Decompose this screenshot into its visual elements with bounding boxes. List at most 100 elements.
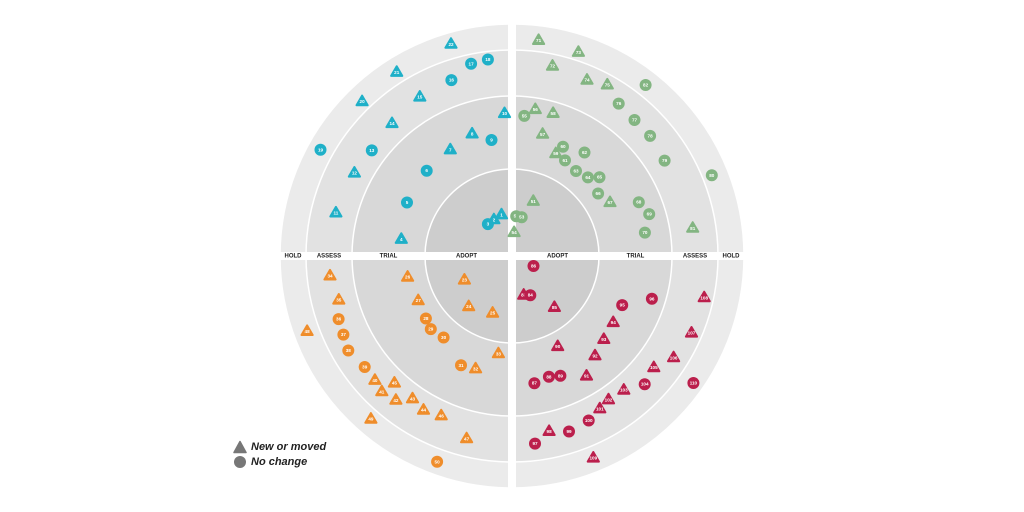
blip-44[interactable]: 44 [416, 403, 431, 415]
blip-36[interactable]: 36 [332, 313, 345, 326]
blip-3[interactable]: 3 [481, 218, 494, 231]
blip-35[interactable]: 35 [332, 293, 346, 305]
blip-89[interactable]: 89 [554, 369, 567, 382]
blip-96[interactable]: 96 [645, 292, 658, 305]
blip-34[interactable]: 34 [323, 268, 337, 281]
blip-55[interactable]: 55 [518, 109, 531, 122]
blip-75[interactable]: 75 [600, 77, 614, 90]
blip-82[interactable]: 82 [639, 79, 652, 91]
blip-45[interactable]: 45 [387, 376, 401, 388]
blip-63[interactable]: 63 [570, 165, 582, 177]
blip-76[interactable]: 76 [612, 97, 625, 110]
blip-14[interactable]: 14 [385, 116, 399, 129]
blip-64[interactable]: 64 [581, 171, 594, 184]
blip-5[interactable]: 5 [401, 196, 413, 209]
blip-46[interactable]: 46 [434, 408, 448, 421]
blip-19[interactable]: 19 [314, 143, 327, 156]
blip-106[interactable]: 106 [666, 350, 681, 363]
blip-88[interactable]: 88 [542, 370, 555, 383]
blip-59[interactable]: 59 [549, 146, 563, 159]
blip-70[interactable]: 70 [638, 226, 651, 239]
blip-78[interactable]: 78 [644, 129, 657, 142]
blip-42[interactable]: 42 [389, 393, 403, 405]
blip-40[interactable]: 40 [368, 373, 382, 385]
blip-11[interactable]: 11 [329, 205, 343, 218]
blip-41[interactable]: 41 [375, 384, 389, 397]
blip-109[interactable]: 109 [586, 451, 600, 463]
blip-108[interactable]: 108 [697, 290, 711, 303]
blip-23[interactable]: 23 [457, 273, 471, 285]
blip-60[interactable]: 60 [557, 140, 569, 153]
blip-71[interactable]: 71 [531, 33, 546, 45]
blip-72[interactable]: 72 [545, 59, 560, 71]
blip-86[interactable]: 86 [527, 260, 540, 272]
blip-57[interactable]: 57 [535, 127, 550, 139]
blip-77[interactable]: 77 [628, 114, 641, 126]
blip-6[interactable]: 6 [420, 164, 433, 177]
blip-104[interactable]: 104 [638, 378, 651, 391]
blip-16[interactable]: 16 [445, 74, 458, 87]
blip-98[interactable]: 98 [542, 424, 556, 437]
blip-84[interactable]: 84 [524, 289, 537, 302]
blip-66[interactable]: 66 [592, 187, 605, 200]
blip-17[interactable]: 17 [465, 57, 478, 70]
blip-18[interactable]: 18 [481, 53, 494, 66]
blip-37[interactable]: 37 [337, 328, 350, 341]
blip-50[interactable]: 50 [431, 455, 444, 468]
blip-29[interactable]: 29 [424, 323, 437, 336]
blip-79[interactable]: 79 [658, 154, 671, 167]
blip-21[interactable]: 21 [390, 65, 404, 77]
blip-51[interactable]: 51 [526, 194, 540, 206]
blip-12[interactable]: 12 [347, 165, 361, 178]
blip-32[interactable]: 32 [469, 361, 483, 374]
blip-25[interactable]: 25 [486, 306, 500, 318]
blip-1[interactable]: 1 [494, 207, 509, 220]
blip-102[interactable]: 102 [601, 392, 616, 405]
blip-97[interactable]: 97 [529, 437, 541, 450]
blip-49[interactable]: 49 [364, 412, 378, 424]
blip-80[interactable]: 80 [705, 169, 718, 182]
blip-8[interactable]: 8 [465, 126, 479, 139]
blip-4[interactable]: 4 [394, 232, 408, 244]
blip-10[interactable]: 10 [497, 106, 512, 119]
blip-105[interactable]: 105 [647, 360, 661, 373]
blip-61[interactable]: 61 [559, 154, 571, 167]
blip-56[interactable]: 56 [528, 102, 542, 115]
blip-69[interactable]: 69 [643, 208, 656, 221]
blip-90[interactable]: 90 [551, 339, 565, 352]
blip-93[interactable]: 93 [597, 332, 611, 345]
blip-30[interactable]: 30 [437, 331, 450, 344]
blip-107[interactable]: 107 [684, 326, 699, 338]
blip-68[interactable]: 68 [632, 196, 645, 209]
blip-95[interactable]: 95 [616, 299, 629, 312]
blip-73[interactable]: 73 [571, 45, 586, 57]
blip-99[interactable]: 99 [563, 425, 575, 438]
blip-38[interactable]: 38 [342, 344, 355, 357]
blip-91[interactable]: 91 [579, 369, 594, 381]
blip-92[interactable]: 92 [588, 348, 602, 361]
blip-54[interactable]: 54 [507, 225, 521, 238]
blip-65[interactable]: 65 [593, 171, 606, 184]
blip-74[interactable]: 74 [580, 73, 594, 85]
blip-43[interactable]: 43 [405, 391, 420, 404]
blip-103[interactable]: 103 [617, 383, 631, 395]
blip-101[interactable]: 101 [593, 401, 607, 414]
blip-13[interactable]: 13 [365, 144, 378, 157]
blip-31[interactable]: 31 [455, 359, 467, 372]
blip-110[interactable]: 110 [687, 377, 700, 389]
blip-48[interactable]: 48 [300, 324, 314, 337]
blip-81[interactable]: 81 [686, 221, 700, 233]
blip-47[interactable]: 47 [460, 431, 474, 444]
blip-9[interactable]: 9 [485, 134, 498, 146]
blip-39[interactable]: 39 [358, 361, 371, 373]
blip-26[interactable]: 26 [401, 270, 415, 282]
blip-67[interactable]: 67 [603, 195, 617, 208]
blip-100[interactable]: 100 [582, 414, 595, 427]
blip-22[interactable]: 22 [444, 37, 458, 49]
blip-20[interactable]: 20 [355, 94, 369, 107]
blip-53[interactable]: 53 [515, 211, 528, 224]
blip-15[interactable]: 15 [413, 89, 427, 102]
blip-87[interactable]: 87 [528, 377, 541, 390]
blip-85[interactable]: 85 [547, 300, 562, 313]
blip-28[interactable]: 28 [419, 312, 432, 325]
